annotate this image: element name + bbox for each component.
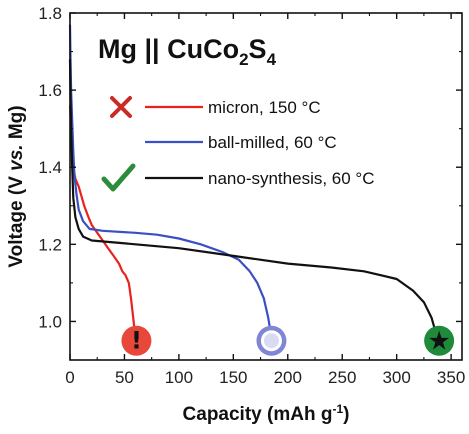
series-line-1 bbox=[68, 24, 274, 349]
y-tick-label: 1.0 bbox=[38, 312, 62, 331]
legend-label: ball-milled, 60 °C bbox=[208, 133, 337, 152]
chart-title-group: Mg || CuCo2S4 bbox=[98, 34, 277, 69]
cross-stroke-b bbox=[110, 96, 132, 118]
y-tick-label: 1.6 bbox=[38, 81, 62, 100]
axes-layer: 0 50 100 150 200 250 300 350 1.0 1.2 1.4 1.6 1.8 Capa… bbox=[6, 4, 465, 425]
x-tick-label: 250 bbox=[328, 368, 356, 387]
y-tick-label: 1.8 bbox=[38, 4, 62, 23]
x-tick-label: 350 bbox=[437, 368, 465, 387]
exclamation-icon: ! bbox=[131, 327, 142, 355]
chart-title: Mg || CuCo2S4 bbox=[98, 34, 277, 69]
x-tick-label: 100 bbox=[165, 368, 193, 387]
legend: micron, 150 °C ball-milled, 60 °C nano-syn… bbox=[101, 96, 375, 192]
circle-marker-inner bbox=[260, 330, 282, 352]
y-axis-title: Voltage (V vs. Mg) bbox=[6, 105, 27, 267]
y-tick-label: 1.4 bbox=[38, 158, 62, 177]
check-icon bbox=[101, 163, 136, 192]
legend-label: micron, 150 °C bbox=[208, 98, 321, 117]
x-axis-title: Capacity (mAh g-1) bbox=[183, 402, 350, 425]
plot-frame bbox=[69, 12, 463, 361]
x-tick-label: 150 bbox=[219, 368, 247, 387]
end-marker-2: ★ bbox=[424, 325, 455, 357]
x-tick-label: 50 bbox=[115, 368, 134, 387]
legend-item-0: micron, 150 °C bbox=[110, 96, 321, 118]
star-icon: ★ bbox=[427, 327, 450, 357]
series-line-2 bbox=[68, 59, 440, 349]
x-tick-label: 300 bbox=[382, 368, 410, 387]
series-layer bbox=[68, 24, 440, 353]
legend-label: nano-synthesis, 60 °C bbox=[208, 169, 375, 188]
legend-item-1: ball-milled, 60 °C bbox=[145, 133, 337, 152]
legend-item-2: nano-synthesis, 60 °C bbox=[101, 163, 375, 192]
y-tick-label: 1.2 bbox=[38, 235, 62, 254]
x-tick-label: 200 bbox=[274, 368, 302, 387]
end-marker-layer: ! ★ bbox=[121, 325, 455, 357]
star-icon-bg bbox=[424, 325, 455, 356]
x-tick-label: 0 bbox=[65, 368, 74, 387]
end-marker-0: ! bbox=[121, 325, 152, 356]
cross-icon bbox=[110, 96, 132, 118]
end-marker-1 bbox=[256, 325, 287, 356]
exclamation-icon-bg bbox=[121, 325, 152, 356]
